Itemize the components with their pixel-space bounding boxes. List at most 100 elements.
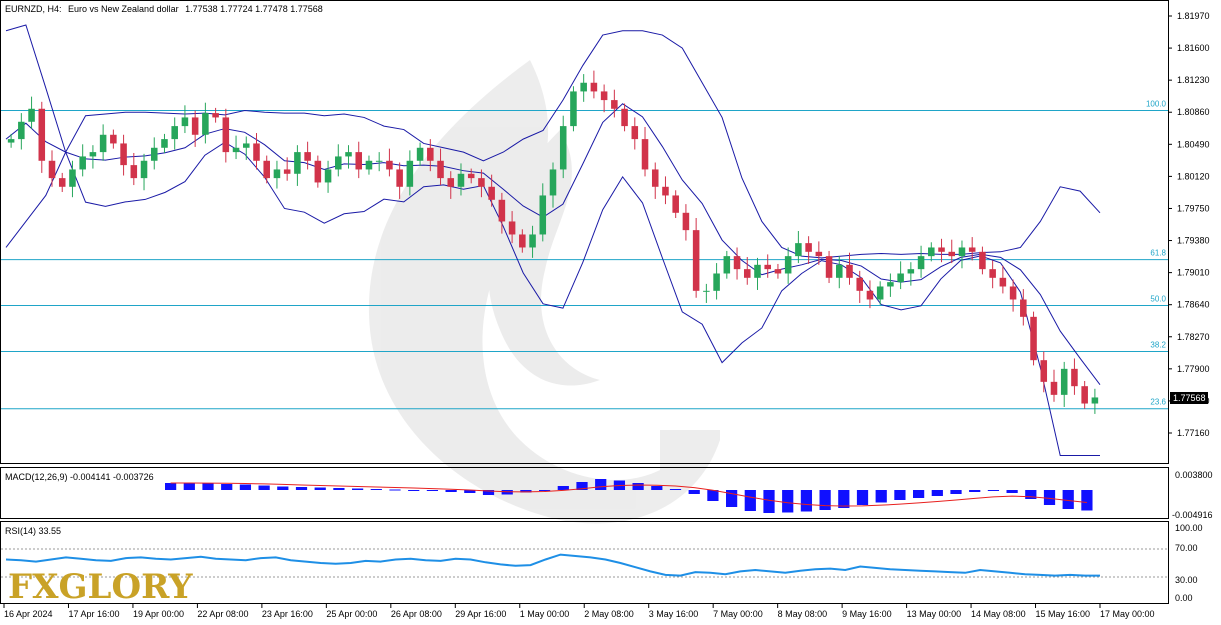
bb-upper-band xyxy=(5,30,1101,259)
candle-body xyxy=(590,82,598,92)
candle-body xyxy=(365,160,373,170)
price-tick-label: 1.78270 xyxy=(1177,332,1210,342)
macd-bar xyxy=(894,490,906,500)
candle-body xyxy=(171,126,178,140)
rsi-tick-30: 30.00 xyxy=(1175,575,1198,585)
candle-body xyxy=(79,156,86,170)
candle-body xyxy=(938,247,945,252)
macd-bar xyxy=(856,490,869,505)
macd-bar xyxy=(370,489,382,490)
candle-body xyxy=(672,195,679,213)
macd-bar xyxy=(239,484,252,490)
candle-body xyxy=(427,147,434,161)
price-tick-label: 1.79380 xyxy=(1177,236,1210,246)
macd-bar xyxy=(595,479,607,490)
rsi-tick-0: 0.00 xyxy=(1175,593,1193,603)
macd-bar xyxy=(726,490,738,507)
fxglory-watermark xyxy=(368,60,720,524)
macd-bar xyxy=(651,486,663,490)
fib-label: 50.0 xyxy=(1150,295,1166,304)
macd-bar xyxy=(669,489,682,490)
candle-body xyxy=(335,156,342,170)
candle-body xyxy=(375,160,383,162)
macd-bar xyxy=(389,489,401,491)
time-tick-label: 19 Apr 00:00 xyxy=(133,609,184,619)
rsi-tick-70: 70.00 xyxy=(1175,543,1198,553)
macd-bar xyxy=(632,483,644,490)
candle-body xyxy=(815,251,823,257)
macd-bar xyxy=(183,483,195,490)
price-tick-label: 1.78640 xyxy=(1177,300,1210,310)
candle-body xyxy=(467,173,475,179)
candle-body xyxy=(99,134,107,153)
candle-body xyxy=(304,152,311,161)
chart-symbol: EURNZD, H4: xyxy=(5,4,62,14)
candle-body xyxy=(774,269,782,274)
macd-bar xyxy=(913,490,925,498)
macd-bar xyxy=(819,490,831,510)
price-tick-label: 1.81970 xyxy=(1177,11,1210,21)
logo-text: FXGLORY xyxy=(8,567,193,607)
candle-body xyxy=(621,108,628,127)
time-tick-label: 15 May 16:00 xyxy=(1036,609,1091,619)
candle-body xyxy=(406,160,414,187)
candle-body xyxy=(386,160,393,170)
candle-body xyxy=(1060,368,1068,395)
time-tick-label: 26 Apr 08:00 xyxy=(391,609,442,619)
macd-bar xyxy=(221,484,233,490)
candle-body xyxy=(478,178,485,187)
candle-body xyxy=(242,143,250,148)
candle-body xyxy=(662,186,669,196)
rsi-label: RSI(14) 33.55 xyxy=(5,526,61,536)
macd-bar xyxy=(763,490,775,513)
candle-body xyxy=(733,256,741,270)
candle-body xyxy=(120,143,127,166)
bb-lower-band xyxy=(5,24,1100,457)
price-axis: 1.81970 1.81600 1.81230 1.80860 1.80490 1.801… xyxy=(1168,11,1210,438)
candle-body xyxy=(825,256,833,278)
candle-body xyxy=(600,91,608,101)
candle-body xyxy=(723,256,731,274)
candle-body xyxy=(631,126,639,140)
candlesticks xyxy=(7,70,1099,414)
time-tick-label: 8 May 08:00 xyxy=(778,609,828,619)
candle-body xyxy=(140,160,148,179)
candle-body xyxy=(713,273,720,291)
candle-body xyxy=(1071,368,1078,387)
time-tick-label: 22 Apr 08:00 xyxy=(197,609,248,619)
time-tick-label: 17 Apr 16:00 xyxy=(68,609,119,619)
candle-body xyxy=(570,91,577,127)
candle-body xyxy=(805,243,812,252)
time-tick-label: 7 May 00:00 xyxy=(713,609,763,619)
time-tick-label: 2 May 08:00 xyxy=(584,609,634,619)
candle-body xyxy=(447,178,455,187)
candle-body xyxy=(273,169,281,179)
candle-body xyxy=(457,173,465,187)
candle-body xyxy=(314,160,322,183)
bollinger-bands xyxy=(5,24,1101,457)
candle-body xyxy=(437,160,444,179)
candle-body xyxy=(641,139,649,170)
candle-body xyxy=(416,147,424,161)
candle-body xyxy=(928,247,935,257)
candle-body xyxy=(488,186,495,200)
candle-body xyxy=(989,269,996,278)
candle-body xyxy=(651,169,659,187)
macd-bar xyxy=(838,490,850,508)
candle-body xyxy=(498,199,506,222)
candle-body xyxy=(38,108,46,161)
macd-bar xyxy=(800,490,813,512)
macd-label: MACD(12,26,9) -0.004141 -0.003726 xyxy=(5,472,154,482)
candle-body xyxy=(754,264,761,278)
candle-body xyxy=(968,247,976,252)
candle-body xyxy=(958,247,966,257)
price-tick-label: 1.81230 xyxy=(1177,75,1210,85)
candle-body xyxy=(836,264,843,278)
macd-bar xyxy=(1006,490,1018,493)
fib-label: 23.6 xyxy=(1150,398,1166,407)
macd-bar xyxy=(539,490,551,491)
chart-description: Euro vs New Zealand dollar xyxy=(68,4,179,14)
candle-body xyxy=(58,178,66,187)
macd-bar xyxy=(576,482,588,490)
